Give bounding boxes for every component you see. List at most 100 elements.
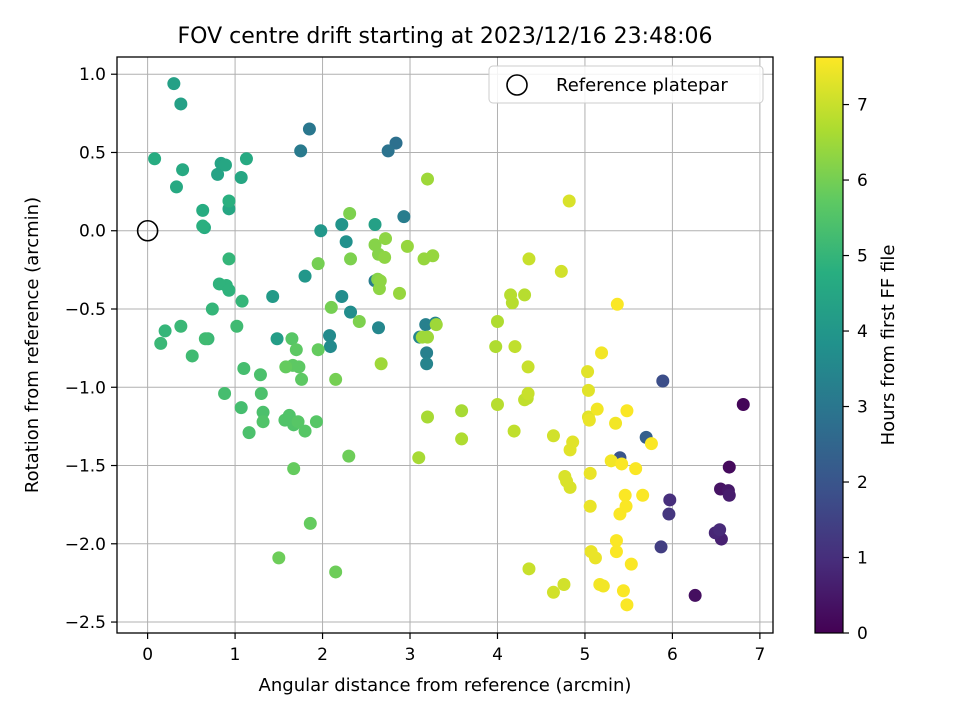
data-point <box>455 432 469 446</box>
data-point <box>615 457 629 471</box>
y-tick-label: 0.5 <box>79 143 106 163</box>
data-point <box>314 224 328 238</box>
data-point <box>490 315 504 329</box>
data-point <box>595 346 609 360</box>
data-point <box>289 343 303 357</box>
data-point <box>616 584 630 598</box>
data-point <box>279 360 293 374</box>
data-point <box>713 523 727 537</box>
x-tick-label: 0 <box>142 645 153 665</box>
y-tick-label: −2.5 <box>65 613 106 633</box>
data-point <box>393 286 407 300</box>
x-tick-label: 5 <box>580 645 591 665</box>
data-point <box>174 319 188 333</box>
data-point <box>546 429 560 443</box>
colorbar-tick-label: 4 <box>857 322 868 342</box>
data-point <box>292 360 306 374</box>
data-point <box>196 219 210 233</box>
colorbar-ticks: 0 1 2 3 4 5 6 7 <box>843 96 868 644</box>
x-tick-label: 3 <box>405 645 416 665</box>
data-point <box>521 360 535 374</box>
x-axis-ticks: 0 1 2 3 4 5 6 7 <box>142 633 765 665</box>
data-point <box>522 252 536 266</box>
colorbar-tick-label: 5 <box>857 247 868 267</box>
data-point <box>198 332 212 346</box>
data-point <box>566 435 580 449</box>
data-point <box>285 332 299 346</box>
data-point <box>158 324 172 338</box>
colorbar-label: Hours from first FF file <box>878 245 899 446</box>
data-point <box>374 357 388 371</box>
data-point <box>256 415 270 429</box>
data-point <box>508 340 522 354</box>
data-point <box>298 424 312 438</box>
data-point <box>298 269 312 283</box>
data-point <box>270 332 284 346</box>
data-point <box>563 480 577 494</box>
data-point <box>736 397 750 411</box>
x-tick-label: 2 <box>317 645 328 665</box>
data-point <box>373 274 387 288</box>
data-point <box>230 319 244 333</box>
data-point <box>421 330 435 344</box>
data-points <box>148 77 750 612</box>
data-point <box>662 507 676 521</box>
data-point <box>421 172 435 186</box>
data-point <box>309 415 323 429</box>
data-point <box>266 289 280 303</box>
data-point <box>455 404 469 418</box>
data-point <box>329 565 343 579</box>
data-point <box>688 588 702 602</box>
data-point <box>590 402 604 416</box>
data-point <box>420 357 434 371</box>
data-point <box>610 297 624 311</box>
data-point <box>352 315 366 329</box>
data-point <box>656 374 670 388</box>
data-point <box>419 318 433 332</box>
colorbar-tick-label: 2 <box>857 473 868 493</box>
data-point <box>196 203 210 217</box>
y-tick-label: −0.5 <box>65 300 106 320</box>
data-point <box>167 77 181 91</box>
x-tick-label: 6 <box>667 645 678 665</box>
data-point <box>581 383 595 397</box>
colorbar-tick-label: 1 <box>857 549 868 569</box>
data-point <box>185 349 199 363</box>
data-point <box>242 426 256 440</box>
y-tick-label: −2.0 <box>65 535 106 555</box>
data-point <box>148 152 162 166</box>
x-tick-label: 7 <box>754 645 765 665</box>
colorbar-tick-label: 3 <box>857 398 868 418</box>
data-point <box>295 372 309 386</box>
data-point <box>546 585 560 599</box>
data-point <box>291 415 305 429</box>
data-point <box>609 534 623 548</box>
y-tick-label: −1.0 <box>65 378 106 398</box>
data-point <box>311 343 325 357</box>
data-point <box>644 437 658 451</box>
data-point <box>379 232 393 246</box>
data-point <box>400 239 414 253</box>
data-point <box>323 340 337 354</box>
data-point <box>237 361 251 375</box>
data-point <box>604 454 618 468</box>
data-point <box>489 340 503 354</box>
data-point <box>381 144 395 158</box>
data-point <box>218 387 232 401</box>
data-point <box>562 194 576 208</box>
data-point <box>609 416 623 430</box>
colorbar-tick-label: 7 <box>857 96 868 116</box>
data-point <box>222 283 236 297</box>
y-tick-label: −1.5 <box>65 457 106 477</box>
legend-box <box>488 65 764 104</box>
data-point <box>253 368 267 382</box>
data-point <box>426 249 440 263</box>
data-point <box>154 336 168 350</box>
data-point <box>596 579 610 593</box>
data-point <box>239 152 253 166</box>
data-point <box>222 252 236 266</box>
plot-area-frame <box>116 56 774 634</box>
x-tick-label: 4 <box>492 645 503 665</box>
data-point <box>368 217 382 231</box>
